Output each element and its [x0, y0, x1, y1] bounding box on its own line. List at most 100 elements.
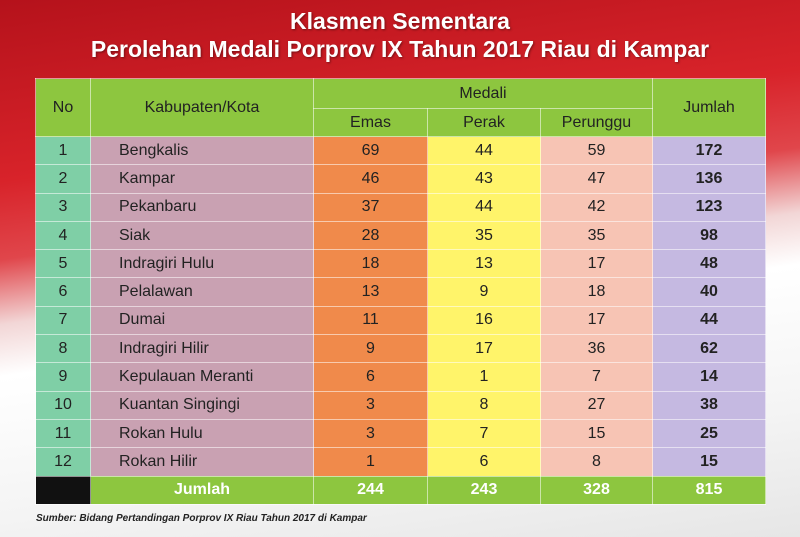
table-cell: 44 [427, 192, 541, 222]
table-row: 8 Indragiri Hilir 9 17 36 62 [35, 334, 766, 364]
table-cell: 13 [427, 249, 541, 279]
table-cell: 2 [35, 164, 91, 194]
table-cell: Kuantan Singingi [90, 390, 314, 420]
table-cell: Indragiri Hulu [90, 249, 314, 279]
table-cell: 35 [427, 220, 541, 251]
table-cell: 18 [540, 277, 653, 307]
table-cell: 9 [427, 277, 541, 307]
footer-cell: Jumlah [90, 475, 314, 505]
table-row: 11 Rokan Hulu 3 7 15 25 [35, 418, 766, 449]
table-row: 6 Pelalawan 13 9 18 40 [35, 277, 766, 307]
table-cell: Indragiri Hilir [90, 334, 314, 364]
table-cell: 43 [427, 164, 541, 194]
table-cell: 62 [652, 334, 766, 364]
table-row: 12 Rokan Hilir 1 6 8 15 [35, 447, 766, 477]
table-cell: 3 [313, 418, 428, 449]
table-row: 7 Dumai 11 16 17 44 [35, 305, 766, 336]
table-cell: 7 [35, 305, 91, 336]
header-cell: Jumlah [652, 78, 766, 137]
table-cell: 136 [652, 164, 766, 194]
table-cell: 1 [427, 362, 541, 392]
table-cell: 6 [427, 447, 541, 477]
table-cell: 16 [427, 305, 541, 336]
table-cell: Siak [90, 220, 314, 251]
table-cell: 10 [35, 390, 91, 420]
footer-cell: 244 [313, 475, 428, 505]
table-cell: Dumai [90, 305, 314, 336]
table-cell: 17 [540, 249, 653, 279]
table-cell: 18 [313, 249, 428, 279]
header-cell: Perunggu [540, 108, 653, 137]
table-cell: Bengkalis [90, 135, 314, 166]
header-cell: Perak [427, 108, 541, 137]
table-cell: 28 [313, 220, 428, 251]
table-cell: 3 [313, 390, 428, 420]
footer-cell: 243 [427, 475, 541, 505]
table-cell: Kampar [90, 164, 314, 194]
table-cell: 5 [35, 249, 91, 279]
table-cell: 9 [35, 362, 91, 392]
footer-cell: 328 [540, 475, 653, 505]
table-cell: 42 [540, 192, 653, 222]
table-cell: 25 [652, 418, 766, 449]
table-cell: 8 [540, 447, 653, 477]
table-cell: Rokan Hilir [90, 447, 314, 477]
table-cell: 40 [652, 277, 766, 307]
header-cell: No [35, 78, 91, 137]
table-cell: 17 [540, 305, 653, 336]
table-cell: 6 [35, 277, 91, 307]
table-row: 4 Siak 28 35 35 98 [35, 220, 766, 251]
table-cell: 15 [540, 418, 653, 449]
table-cell: 44 [427, 135, 541, 166]
table-cell: 27 [540, 390, 653, 420]
subtitle: Perolehan Medali Porprov IX Tahun 2017 R… [90, 36, 710, 62]
title: Klasmen Sementara [290, 8, 510, 34]
table-cell: 48 [652, 249, 766, 279]
table-cell: 123 [652, 192, 766, 222]
source: Sumber: Bidang Pertandingan Porprov IX R… [36, 513, 367, 524]
table-cell: 3 [35, 192, 91, 222]
table-cell: Kepulauan Meranti [90, 362, 314, 392]
footer-cell: 815 [652, 475, 766, 505]
table-cell: 9 [313, 334, 428, 364]
table-row: 1 Bengkalis 69 44 59 172 [35, 135, 766, 166]
table-cell: 17 [427, 334, 541, 364]
table-row: 9 Kepulauan Meranti 6 1 7 14 [35, 362, 766, 392]
table-row: 5 Indragiri Hulu 18 13 17 48 [35, 249, 766, 279]
table-cell: 44 [652, 305, 766, 336]
table-cell: 11 [313, 305, 428, 336]
table-row: 3 Pekanbaru 37 44 42 123 [35, 192, 766, 222]
table-cell: 38 [652, 390, 766, 420]
header-cell: Kabupaten/Kota [90, 78, 314, 137]
table-cell: 8 [35, 334, 91, 364]
table-cell: 13 [313, 277, 428, 307]
footer-cell [35, 475, 91, 505]
table-cell: Pekanbaru [90, 192, 314, 222]
table-cell: Rokan Hulu [90, 418, 314, 449]
table-cell: 11 [35, 418, 91, 449]
header-cell: Emas [313, 108, 428, 137]
table-cell: 14 [652, 362, 766, 392]
table-row: 10 Kuantan Singingi 3 8 27 38 [35, 390, 766, 420]
table-row: 2 Kampar 46 43 47 136 [35, 164, 766, 194]
header-cell: Medali [313, 78, 653, 109]
table-cell: 1 [35, 135, 91, 166]
table-cell: 1 [313, 447, 428, 477]
table-cell: 47 [540, 164, 653, 194]
table-cell: 12 [35, 447, 91, 477]
table-cell: 4 [35, 220, 91, 251]
medal-table: No Kabupaten/Kota Medali Jumlah Emas Per… [35, 78, 766, 505]
table-cell: 7 [427, 418, 541, 449]
table-cell: 46 [313, 164, 428, 194]
table-cell: 36 [540, 334, 653, 364]
table-cell: 172 [652, 135, 766, 166]
table-cell: 35 [540, 220, 653, 251]
table-cell: 37 [313, 192, 428, 222]
table-cell: 15 [652, 447, 766, 477]
table-cell: 98 [652, 220, 766, 251]
table-cell: 6 [313, 362, 428, 392]
table-cell: 59 [540, 135, 653, 166]
table-cell: 69 [313, 135, 428, 166]
table-cell: 7 [540, 362, 653, 392]
